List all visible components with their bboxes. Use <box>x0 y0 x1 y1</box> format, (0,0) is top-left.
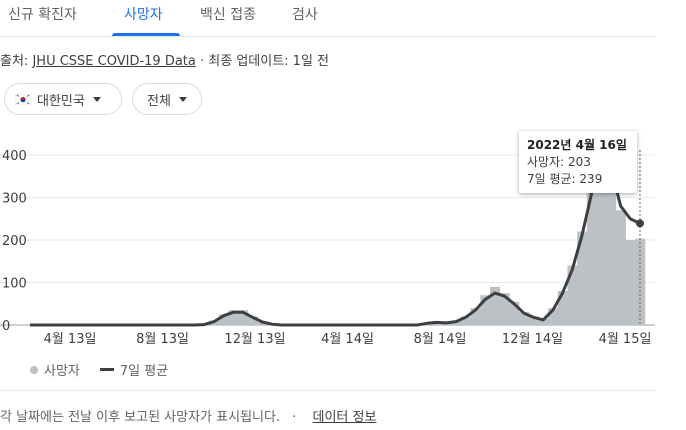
tooltip-deaths: 사망자: 203 <box>527 155 591 169</box>
y-tick-label: 200 <box>2 234 27 249</box>
deaths-bar <box>470 308 481 325</box>
source-line: 출처: JHU CSSE COVID-19 Data · 최종 업데이트: 1일… <box>0 50 329 69</box>
deaths-bar <box>596 159 607 325</box>
tab-vaccination[interactable]: 백신 접종 <box>200 7 256 23</box>
flag-icon <box>15 93 31 105</box>
divider <box>0 390 656 391</box>
country-dropdown[interactable]: 대한민국 <box>4 83 122 115</box>
deaths-bar <box>247 316 258 325</box>
footer-text: 각 날짜에는 전날 이후 보고된 사망자가 표시됩니다. <box>0 410 281 425</box>
source-prefix: 출처: <box>0 54 29 69</box>
tab-tests[interactable]: 검사 <box>292 7 318 23</box>
deaths-legend-dot-icon <box>30 365 38 374</box>
x-tick-label: 8월 13일 <box>136 332 189 347</box>
deaths-bar <box>557 291 568 325</box>
country-label: 대한민국 <box>37 93 85 109</box>
source-update: · 최종 업데이트: 1일 전 <box>195 54 329 69</box>
legend-deaths: 사망자 <box>44 364 80 379</box>
data-info-link[interactable]: 데이터 정보 <box>312 410 377 425</box>
tooltip-date: 2022년 4월 16일 <box>527 138 627 152</box>
hover-point <box>636 219 644 228</box>
active-tab-indicator <box>112 33 180 36</box>
deaths-bar <box>519 312 530 325</box>
y-tick-label: 400 <box>2 149 27 164</box>
chart-legend: 사망자 7일 평균 <box>30 360 168 379</box>
deaths-bar <box>528 316 539 325</box>
x-tick-label: 12월 13일 <box>224 332 285 347</box>
deaths-bar <box>238 310 249 325</box>
deaths-bar <box>577 231 588 325</box>
deaths-bar <box>548 308 559 325</box>
deaths-bar <box>509 301 520 325</box>
x-tick-label: 8월 14일 <box>414 332 467 347</box>
deaths-chart: 0 100 200 300 400 4월 13일 8월 13일 12월 13일 4월 14일 8월… <box>0 149 655 347</box>
deaths-bar <box>218 314 229 325</box>
range-label: 전체 <box>147 93 171 109</box>
x-tick-label: 4월 15일 <box>599 332 652 347</box>
range-dropdown[interactable]: 전체 <box>132 83 202 115</box>
tab-new-cases[interactable]: 신규 확진자 <box>8 7 77 23</box>
x-tick-label: 12월 14일 <box>502 332 563 347</box>
chevron-down-icon <box>92 96 101 102</box>
average-line <box>30 162 641 327</box>
y-tick-label: 300 <box>2 192 27 207</box>
deaths-bar <box>615 210 626 325</box>
deaths-bar <box>538 318 549 325</box>
deaths-bar <box>606 163 617 325</box>
legend-average: 7일 평균 <box>119 364 169 379</box>
deaths-bar <box>567 265 578 325</box>
y-tick-label: 0 <box>2 319 10 334</box>
x-tick-label: 4월 14일 <box>321 332 374 347</box>
chevron-down-icon <box>178 96 187 102</box>
tooltip-average: 7일 평균: 239 <box>527 172 603 186</box>
tab-deaths[interactable]: 사망자 <box>124 7 163 23</box>
average-legend-line-icon <box>99 368 114 371</box>
source-link[interactable]: JHU CSSE COVID-19 Data <box>32 54 196 69</box>
deaths-bar <box>635 238 646 325</box>
deaths-bar <box>480 295 491 325</box>
chart-tooltip: 2022년 4월 16일 사망자: 203 7일 평균: 239 <box>519 131 637 193</box>
deaths-bar <box>625 240 636 325</box>
deaths-bar <box>499 293 510 325</box>
deaths-bar <box>228 310 239 325</box>
x-tick-label: 4월 13일 <box>44 332 97 347</box>
deaths-bar <box>460 316 471 325</box>
deaths-bar <box>586 184 597 325</box>
tab-bar: 신규 확진자 사망자 백신 접종 검사 <box>0 0 656 37</box>
deaths-bar <box>489 286 501 325</box>
footer-note: 각 날짜에는 전날 이후 보고된 사망자가 표시됩니다. · 데이터 정보 <box>0 406 376 425</box>
y-tick-label: 100 <box>2 277 27 292</box>
footer-separator: · <box>292 410 297 425</box>
